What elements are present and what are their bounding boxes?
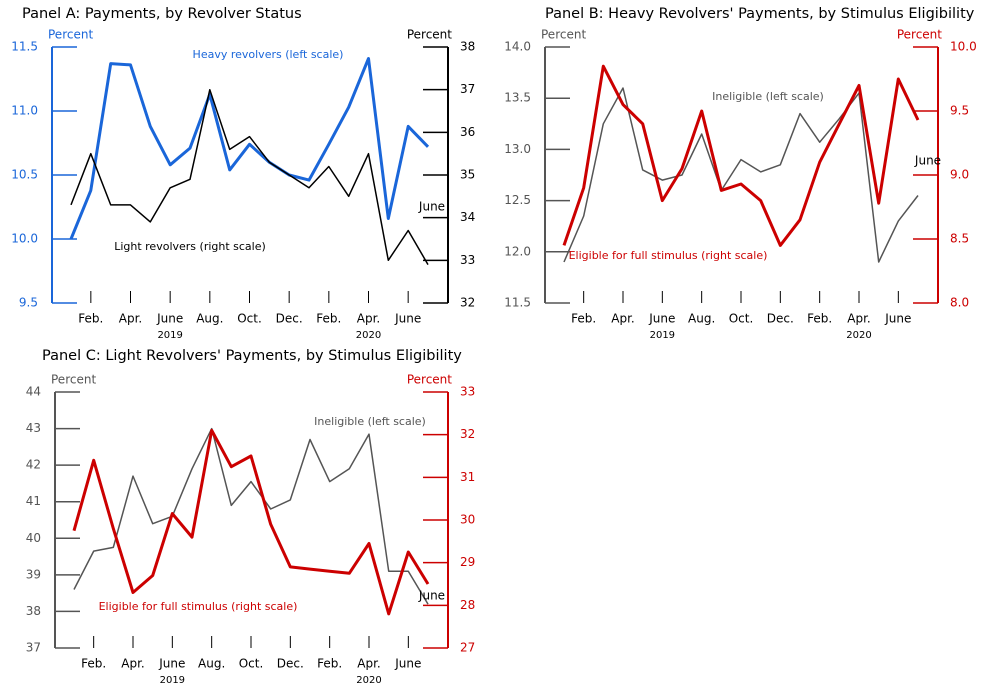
y-tick-label: 37 — [26, 641, 41, 655]
year-label: 2020 — [846, 330, 871, 341]
year-label: 2019 — [157, 330, 182, 341]
annotation: June — [418, 200, 445, 214]
y2-axis-label: Percent — [407, 28, 452, 42]
y-tick-label: 39 — [26, 567, 41, 581]
x-tick-label: Oct. — [237, 312, 262, 326]
x-tick-label: Dec. — [276, 312, 303, 326]
series-line — [69, 57, 430, 240]
y2-tick-label: 36 — [460, 125, 475, 139]
y-tick-label: 11.0 — [11, 104, 38, 118]
y-tick-label: 13.5 — [504, 91, 531, 105]
y2-tick-label: 28 — [460, 598, 475, 612]
y2-axis-label: Percent — [897, 28, 942, 42]
y2-tick-label: 10.0 — [950, 40, 977, 54]
series-label: Ineligible (left scale) — [712, 90, 824, 103]
x-tick-label: Oct. — [239, 657, 264, 671]
y-tick-label: 14.0 — [504, 40, 531, 54]
y2-tick-label: 30 — [460, 513, 475, 527]
x-tick-label: June — [648, 312, 675, 326]
panel-title: Panel B: Heavy Revolvers' Payments, by S… — [545, 6, 975, 22]
y-tick-label: 42 — [26, 458, 41, 472]
y-tick-label: 43 — [26, 421, 41, 435]
y-axis-label: Percent — [51, 373, 96, 387]
y2-tick-label: 9.5 — [950, 104, 969, 118]
x-tick-label: Apr. — [121, 657, 144, 671]
panel-title: Panel A: Payments, by Revolver Status — [22, 6, 302, 22]
series-line — [562, 64, 920, 247]
y-tick-label: 13.0 — [504, 142, 531, 156]
y2-tick-label: 8.0 — [950, 296, 969, 310]
series-line — [70, 88, 429, 265]
x-tick-label: Feb. — [316, 312, 341, 326]
y-axis-label: Percent — [48, 28, 93, 42]
x-tick-label: June — [884, 312, 911, 326]
y-axis-label: Percent — [541, 28, 586, 42]
x-tick-label: Feb. — [317, 657, 342, 671]
x-tick-label: Apr. — [357, 657, 380, 671]
series-label: Ineligible (left scale) — [314, 415, 426, 428]
y2-tick-label: 27 — [460, 641, 475, 655]
series-line — [73, 427, 429, 605]
x-tick-label: June — [394, 312, 421, 326]
x-tick-label: Apr. — [357, 312, 380, 326]
x-tick-label: Aug. — [198, 657, 225, 671]
x-tick-label: June — [156, 312, 183, 326]
x-tick-label: Feb. — [78, 312, 103, 326]
series-label: Light revolvers (right scale) — [114, 240, 266, 253]
y2-tick-label: 9.0 — [950, 168, 969, 182]
y2-tick-label: 8.5 — [950, 232, 969, 246]
x-tick-label: June — [394, 657, 421, 671]
y2-tick-label: 34 — [460, 210, 475, 224]
year-label: 2020 — [356, 330, 381, 341]
series-label: Eligible for full stimulus (right scale) — [569, 249, 768, 262]
y2-tick-label: 35 — [460, 168, 475, 182]
y2-tick-label: 32 — [460, 296, 475, 310]
series-line — [72, 428, 430, 616]
series-label: Heavy revolvers (left scale) — [193, 48, 344, 61]
x-tick-label: Dec. — [277, 657, 304, 671]
x-tick-label: Aug. — [688, 312, 715, 326]
y2-tick-label: 31 — [460, 470, 475, 484]
y2-tick-label: 29 — [460, 555, 475, 569]
y2-tick-label: 37 — [460, 82, 475, 96]
y-tick-label: 10.0 — [11, 232, 38, 246]
x-tick-label: Dec. — [767, 312, 794, 326]
x-tick-label: Aug. — [196, 312, 223, 326]
y-tick-label: 9.5 — [19, 296, 38, 310]
x-tick-label: Apr. — [611, 312, 634, 326]
y-tick-label: 12.5 — [504, 193, 531, 207]
x-tick-label: Feb. — [81, 657, 106, 671]
y2-tick-label: 38 — [460, 40, 475, 54]
y-tick-label: 44 — [26, 385, 41, 399]
x-tick-label: Feb. — [807, 312, 832, 326]
year-label: 2019 — [160, 675, 185, 686]
year-label: 2019 — [650, 330, 675, 341]
x-tick-label: Apr. — [847, 312, 870, 326]
x-tick-label: Oct. — [729, 312, 754, 326]
x-tick-label: Apr. — [119, 312, 142, 326]
y-tick-label: 11.5 — [504, 296, 531, 310]
y2-tick-label: 33 — [460, 385, 475, 399]
y2-axis-label: Percent — [407, 373, 452, 387]
y-tick-label: 12.0 — [504, 244, 531, 258]
y-tick-label: 41 — [26, 494, 41, 508]
y-tick-label: 40 — [26, 531, 41, 545]
y2-tick-label: 32 — [460, 427, 475, 441]
annotation: June — [418, 589, 445, 603]
y-tick-label: 11.5 — [11, 40, 38, 54]
year-label: 2020 — [356, 675, 381, 686]
series-label: Eligible for full stimulus (right scale) — [99, 600, 298, 613]
y2-tick-label: 33 — [460, 253, 475, 267]
x-tick-label: June — [158, 657, 185, 671]
y-tick-label: 38 — [26, 604, 41, 618]
panel-title: Panel C: Light Revolvers' Payments, by S… — [42, 348, 462, 364]
y-tick-label: 10.5 — [11, 168, 38, 182]
x-tick-label: Feb. — [571, 312, 596, 326]
annotation: June — [914, 154, 941, 168]
